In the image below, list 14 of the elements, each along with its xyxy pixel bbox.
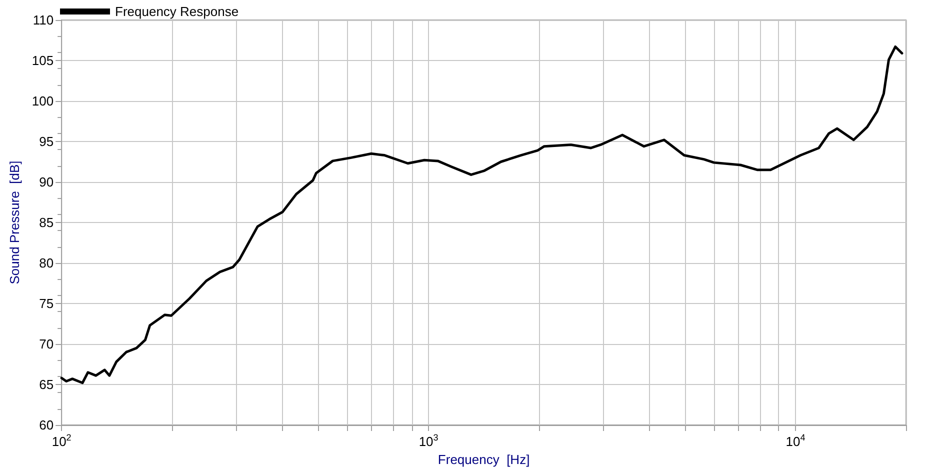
- y-axis-title: Sound Pressure [dB]: [7, 160, 22, 284]
- y-tick-label: 110: [32, 12, 54, 28]
- y-tick-label: 60: [39, 418, 54, 432]
- y-tick-label: 80: [39, 256, 54, 270]
- y-tick-label: 75: [39, 296, 54, 311]
- y-tick-label: 70: [39, 336, 54, 352]
- x-axis-title: Frequency [Hz]: [438, 452, 530, 467]
- y-tick-label: 85: [39, 215, 54, 230]
- y-tick-label: 100: [32, 94, 54, 108]
- legend-label: Frequency Response: [115, 4, 239, 19]
- y-tick-label: 95: [39, 134, 54, 149]
- y-tick-label: 90: [39, 174, 54, 190]
- y-tick-label: 65: [39, 377, 54, 392]
- y-tick-label: 105: [32, 53, 54, 68]
